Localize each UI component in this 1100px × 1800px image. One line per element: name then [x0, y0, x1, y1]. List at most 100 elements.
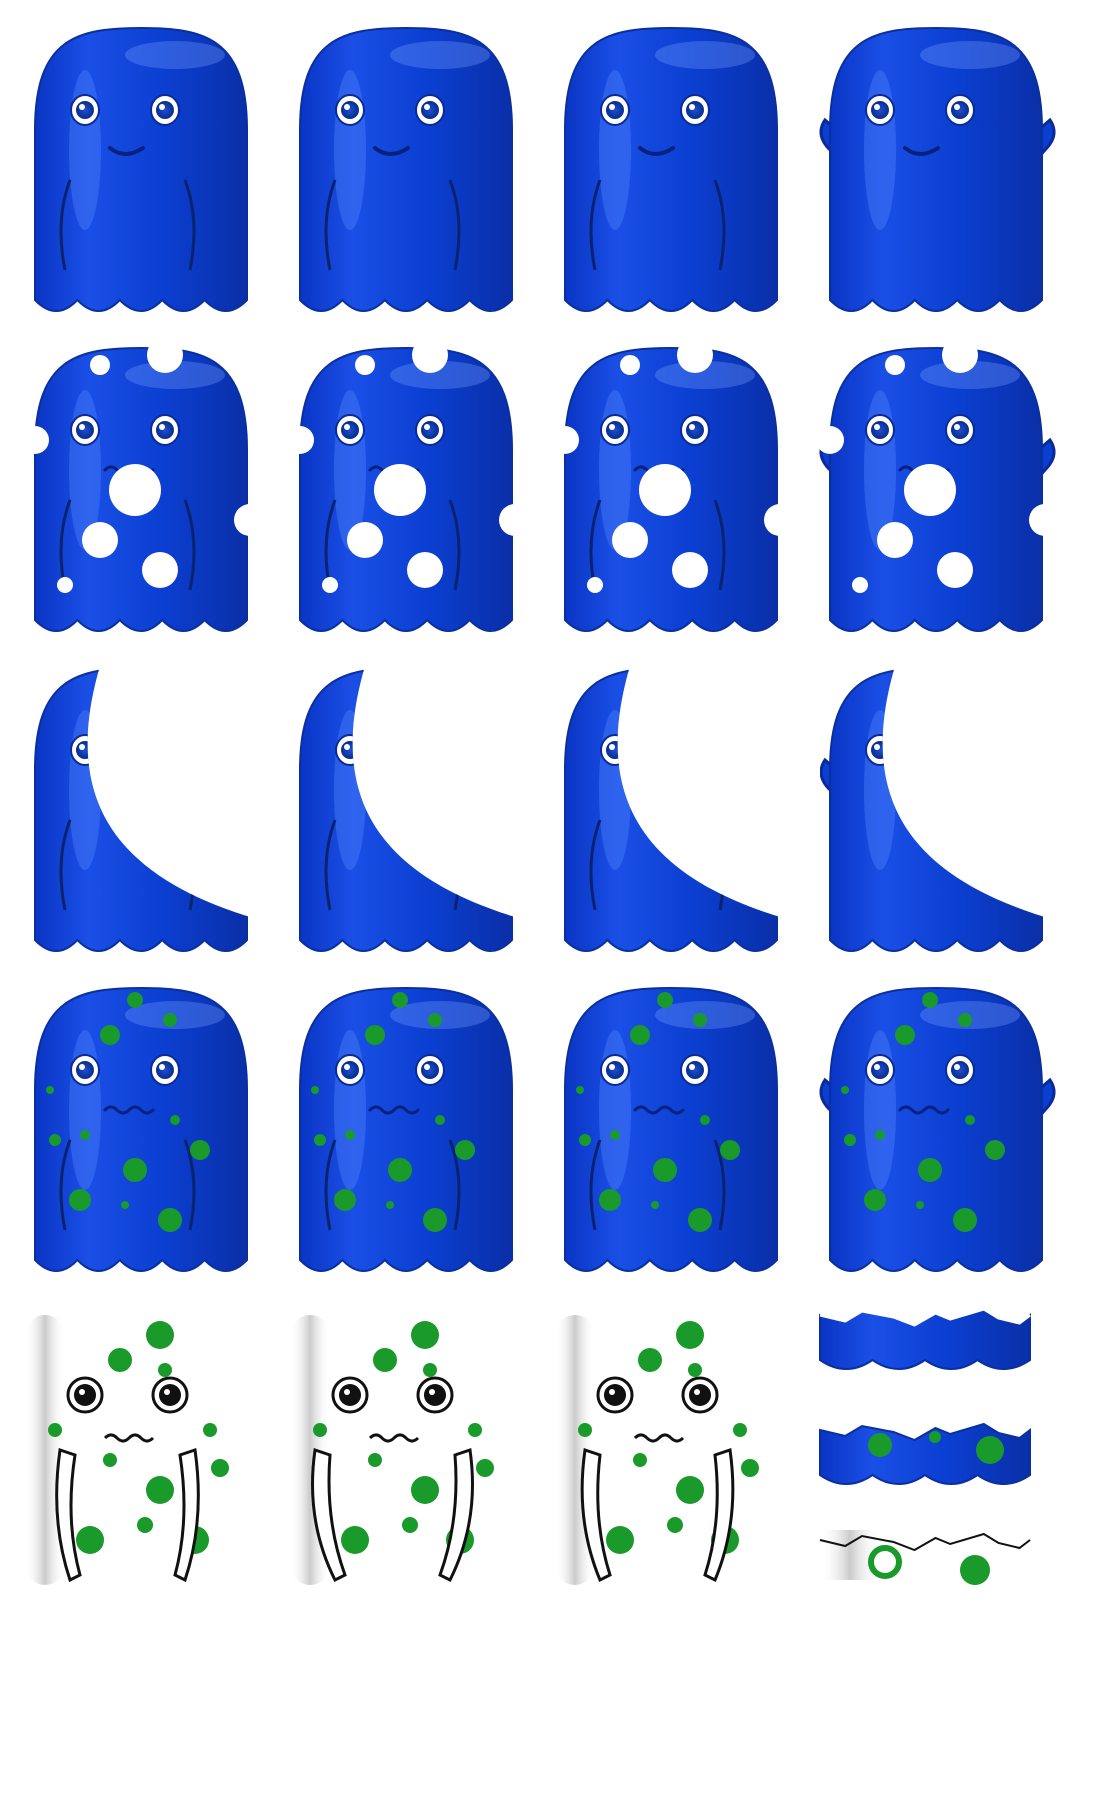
left-arm-line [59, 1139, 72, 1231]
left-arm-line [59, 179, 72, 271]
left-eye-glint [344, 744, 350, 750]
right-pupil [686, 1061, 704, 1079]
wavy-mouth [103, 1105, 155, 1115]
right-arm-line [183, 179, 196, 271]
green-spot [667, 1517, 683, 1533]
hole [407, 552, 443, 588]
left-eye-glint [609, 744, 615, 750]
wavy-mouth [368, 1105, 420, 1115]
left-eye-glint [79, 744, 85, 750]
right-pupil [951, 421, 969, 439]
green-spot [976, 1436, 1004, 1464]
right-arm-outline [173, 1448, 200, 1583]
head-highlight [655, 1001, 755, 1029]
ghost-body [564, 666, 778, 952]
left-arm-line [59, 819, 72, 911]
head-highlight [125, 681, 225, 709]
ghost-body [829, 26, 1043, 312]
left-pupil [604, 1384, 626, 1406]
green-spot [345, 1130, 355, 1140]
right-pupil [156, 421, 174, 439]
green-spot [127, 992, 143, 1008]
green-spot [676, 1321, 704, 1349]
green-spot [313, 1423, 327, 1437]
head-highlight [390, 41, 490, 69]
sprite-crescent-walk-b [564, 666, 778, 952]
right-arm-outline [438, 1448, 474, 1583]
right-pupil [686, 101, 704, 119]
green-spot [953, 1208, 977, 1232]
sprite-spots-walk-b [564, 986, 778, 1272]
green-spot [190, 1140, 210, 1160]
hole [885, 355, 905, 375]
head-highlight [390, 681, 490, 709]
hole [852, 577, 868, 593]
right-arm-line [448, 1139, 461, 1231]
left-eye-glint [79, 424, 85, 430]
left-eye-glint [344, 104, 350, 110]
hole [147, 337, 183, 373]
green-spot [606, 1526, 634, 1554]
ghost-body-group [820, 666, 1043, 952]
ghost-body-group [564, 666, 778, 952]
green-spot [46, 1086, 54, 1094]
ghost-body [829, 666, 1043, 952]
fragment-edge [819, 1307, 1031, 1327]
head-highlight [390, 1001, 490, 1029]
smile-mouth [108, 146, 145, 156]
green-spot [741, 1459, 759, 1477]
left-arm-outline [55, 1448, 82, 1583]
left-pupil [341, 1061, 359, 1079]
ghost-body [34, 26, 248, 312]
left-pupil [76, 421, 94, 439]
eye-glint [429, 1389, 435, 1395]
green-spot [100, 1025, 120, 1045]
green-ring [868, 1545, 902, 1579]
hole [937, 552, 973, 588]
sprite-ghost-outline-idle [25, 1315, 229, 1585]
eye-glint [694, 1389, 700, 1395]
wavy-mouth [103, 785, 155, 795]
green-spot [388, 1158, 412, 1182]
hole [904, 464, 956, 516]
sprite-ghost-outline-walk-a [290, 1315, 494, 1585]
left-eye-glint [79, 1064, 85, 1070]
left-eye-glint [344, 1064, 350, 1070]
right-pupil [421, 421, 439, 439]
ghost-body [299, 986, 513, 1272]
hole [499, 504, 531, 536]
hole [109, 464, 161, 516]
green-spot [203, 1423, 217, 1437]
green-spot [985, 1140, 1005, 1160]
hole [286, 426, 314, 454]
hole [942, 337, 978, 373]
green-spot [688, 1208, 712, 1232]
left-pupil [606, 1061, 624, 1079]
green-spot [610, 1130, 620, 1140]
ghost-body [299, 666, 513, 952]
left-pupil [339, 1384, 361, 1406]
left-pupil [606, 421, 624, 439]
green-spot [146, 1321, 174, 1349]
left-pupil [871, 1061, 889, 1079]
hole [677, 337, 713, 373]
eye-glint [344, 1389, 350, 1395]
right-arm-line [183, 499, 196, 591]
head-highlight [390, 361, 490, 389]
right-arm-line [713, 1139, 726, 1231]
ghost-body-group [819, 26, 1056, 312]
hole [355, 355, 375, 375]
green-spot [108, 1348, 132, 1372]
left-pupil [76, 741, 94, 759]
left-eye-glint [609, 1064, 615, 1070]
left-pupil [341, 741, 359, 759]
right-eye-glint [954, 1064, 960, 1070]
ghost-body [34, 666, 248, 952]
head-highlight [125, 41, 225, 69]
left-arm-line [324, 179, 337, 271]
left-pupil [76, 1061, 94, 1079]
green-spot [411, 1476, 439, 1504]
head-highlight [920, 41, 1020, 69]
right-eye-glint [159, 104, 165, 110]
